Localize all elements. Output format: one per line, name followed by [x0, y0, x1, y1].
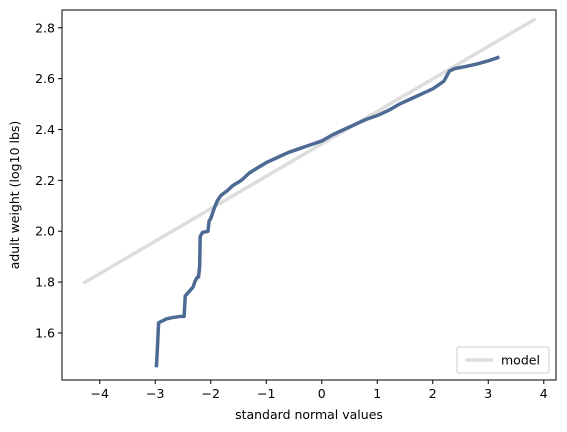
series-layer [82, 17, 537, 368]
x-tick-label: 2 [429, 386, 437, 401]
y-axis-label: adult weight (log10 lbs) [7, 121, 22, 270]
y-axis-ticks: 1.6 1.8 2.0 2.2 2.4 2.6 2.8 [35, 20, 62, 340]
x-tick-label: 4 [540, 386, 548, 401]
x-tick-label: −2 [202, 386, 220, 401]
legend-label-model: model [501, 353, 540, 368]
y-tick-label: 2.2 [35, 173, 55, 188]
x-axis-ticks: −4 −3 −2 −1 0 1 2 3 4 [91, 380, 548, 401]
y-tick-label: 1.8 [35, 275, 55, 290]
legend: model [456, 346, 550, 374]
x-tick-label: −3 [146, 386, 164, 401]
x-tick-label: 3 [484, 386, 492, 401]
x-tick-label: 0 [318, 386, 326, 401]
y-tick-label: 1.6 [35, 325, 55, 340]
model-line [82, 17, 537, 285]
x-tick-label: 1 [373, 386, 381, 401]
x-tick-label: −4 [91, 386, 109, 401]
y-tick-label: 2.0 [35, 224, 55, 239]
y-tick-label: 2.8 [35, 20, 55, 35]
data-line [154, 55, 500, 368]
legend-box [456, 346, 550, 374]
axes-frame [61, 9, 557, 381]
x-axis-label: standard normal values [235, 407, 383, 422]
x-tick-label: −1 [257, 386, 275, 401]
y-tick-label: 2.6 [35, 71, 55, 86]
y-tick-label: 2.4 [35, 122, 55, 137]
